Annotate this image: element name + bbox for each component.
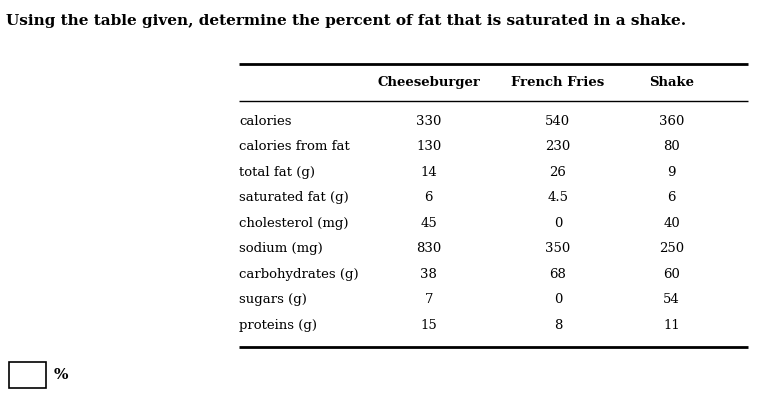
Text: %: % xyxy=(53,368,68,382)
Text: sodium (mg): sodium (mg) xyxy=(239,242,323,255)
Text: 350: 350 xyxy=(545,242,571,255)
Text: 0: 0 xyxy=(553,293,562,306)
Text: 130: 130 xyxy=(416,140,442,153)
Text: French Fries: French Fries xyxy=(512,76,604,89)
Text: 250: 250 xyxy=(659,242,685,255)
Text: 60: 60 xyxy=(663,268,680,281)
Text: 7: 7 xyxy=(424,293,433,306)
Text: 0: 0 xyxy=(553,217,562,230)
Text: 9: 9 xyxy=(667,166,676,179)
Text: 68: 68 xyxy=(550,268,566,281)
Text: 26: 26 xyxy=(550,166,566,179)
Text: 15: 15 xyxy=(420,319,437,332)
Text: 54: 54 xyxy=(663,293,680,306)
Text: saturated fat (g): saturated fat (g) xyxy=(239,191,349,204)
Text: 6: 6 xyxy=(424,191,433,204)
Text: calories: calories xyxy=(239,115,291,128)
Text: 40: 40 xyxy=(663,217,680,230)
Text: carbohydrates (g): carbohydrates (g) xyxy=(239,268,359,281)
Text: 6: 6 xyxy=(667,191,676,204)
Text: 80: 80 xyxy=(663,140,680,153)
Text: 830: 830 xyxy=(416,242,442,255)
Text: 230: 230 xyxy=(545,140,571,153)
Text: 38: 38 xyxy=(420,268,437,281)
Text: 330: 330 xyxy=(416,115,442,128)
Text: Using the table given, determine the percent of fat that is saturated in a shake: Using the table given, determine the per… xyxy=(6,14,686,28)
Text: 45: 45 xyxy=(420,217,437,230)
Text: 11: 11 xyxy=(663,319,680,332)
Text: 4.5: 4.5 xyxy=(547,191,568,204)
Text: calories from fat: calories from fat xyxy=(239,140,350,153)
FancyBboxPatch shape xyxy=(9,362,46,388)
Text: total fat (g): total fat (g) xyxy=(239,166,315,179)
Text: 360: 360 xyxy=(659,115,685,128)
Text: proteins (g): proteins (g) xyxy=(239,319,317,332)
Text: 14: 14 xyxy=(420,166,437,179)
Text: Shake: Shake xyxy=(649,76,694,89)
Text: 8: 8 xyxy=(553,319,562,332)
Text: cholesterol (mg): cholesterol (mg) xyxy=(239,217,348,230)
Text: 540: 540 xyxy=(545,115,571,128)
Text: Cheeseburger: Cheeseburger xyxy=(377,76,480,89)
Text: sugars (g): sugars (g) xyxy=(239,293,307,306)
